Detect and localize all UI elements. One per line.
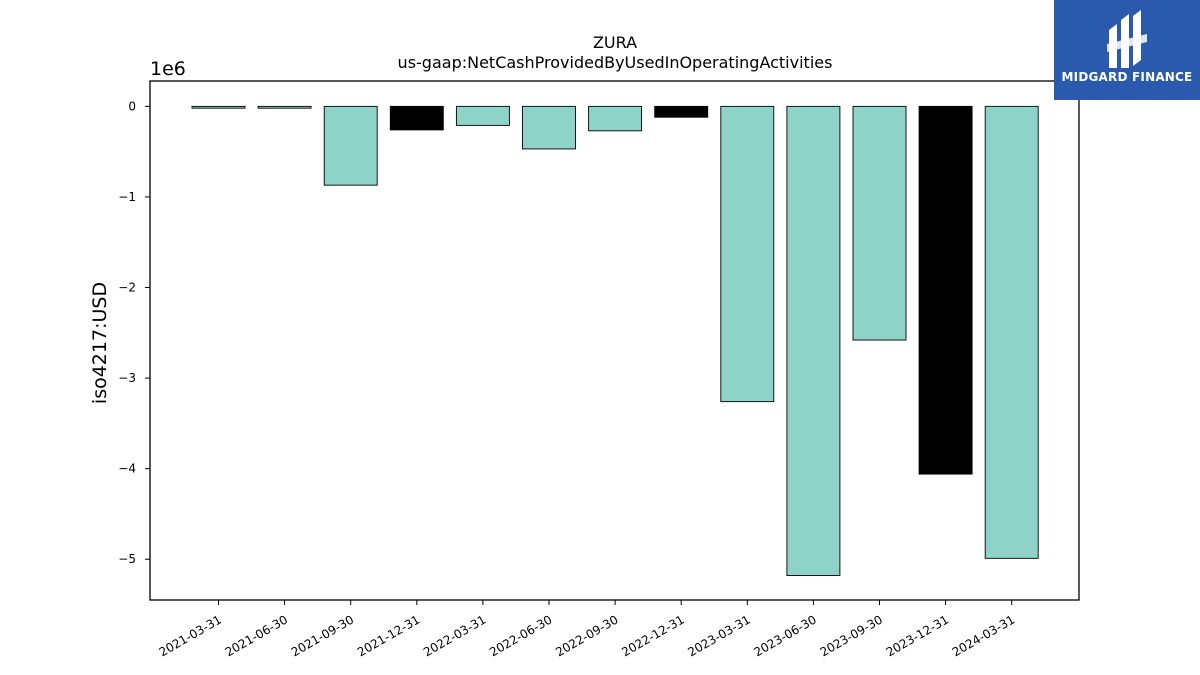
bar-2023-09-30 bbox=[852, 105, 907, 341]
x-tick-label: 2023-06-30 bbox=[751, 612, 818, 659]
midgard-finance-logo: MIDGARD FINANCE bbox=[1054, 0, 1200, 100]
y-tick-label: −2 bbox=[118, 281, 136, 295]
x-tick-label: 2021-03-31 bbox=[157, 612, 224, 659]
bar-2023-03-31 bbox=[720, 105, 775, 403]
x-tick-label: 2023-03-31 bbox=[685, 612, 752, 659]
logo-text: MIDGARD FINANCE bbox=[1061, 70, 1193, 84]
bar-2022-03-31 bbox=[455, 105, 510, 126]
x-tick-label: 2021-06-30 bbox=[223, 612, 290, 659]
x-tick-label: 2021-12-31 bbox=[355, 612, 422, 659]
bar-2022-12-31 bbox=[654, 105, 709, 118]
bar-2023-06-30 bbox=[786, 105, 841, 576]
bar-2021-09-30 bbox=[323, 105, 378, 186]
x-tick-label: 2021-09-30 bbox=[289, 612, 356, 659]
y-tick-label: 0 bbox=[128, 99, 136, 113]
y-tick-label: −5 bbox=[118, 552, 136, 566]
x-tick-label: 2022-12-31 bbox=[619, 612, 686, 659]
bar-2023-12-31 bbox=[918, 105, 973, 475]
chart-title: ZURA bbox=[593, 33, 637, 52]
y-scale-label: 1e6 bbox=[150, 58, 186, 80]
plot-frame bbox=[149, 80, 1080, 601]
chart-subtitle: us-gaap:NetCashProvidedByUsedInOperating… bbox=[398, 53, 833, 72]
bar-2021-12-31 bbox=[389, 105, 444, 131]
x-tick-label: 2022-09-30 bbox=[553, 612, 620, 659]
bar-2021-03-31 bbox=[191, 105, 246, 109]
bar-2022-09-30 bbox=[588, 105, 643, 132]
y-tick-label: −4 bbox=[118, 462, 136, 476]
bar-2024-03-31 bbox=[984, 105, 1039, 559]
x-tick-label: 2022-03-31 bbox=[421, 612, 488, 659]
x-tick-label: 2024-03-31 bbox=[950, 612, 1017, 659]
x-tick-label: 2023-12-31 bbox=[884, 612, 951, 659]
midgard-logo-icon bbox=[1107, 10, 1147, 68]
y-tick-label: −1 bbox=[118, 190, 136, 204]
y-axis-label: iso4217:USD bbox=[89, 282, 111, 404]
bar-2021-06-30 bbox=[257, 105, 312, 109]
bar-2022-06-30 bbox=[522, 105, 576, 150]
y-tick-label: −3 bbox=[118, 371, 136, 385]
x-tick-label: 2022-06-30 bbox=[487, 612, 554, 659]
x-tick-label: 2023-09-30 bbox=[818, 612, 885, 659]
